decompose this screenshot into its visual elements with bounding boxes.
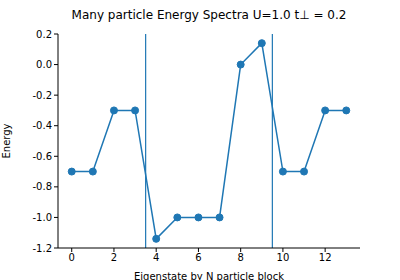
svg-text:-1.2: -1.2: [32, 243, 52, 254]
svg-text:-0.8: -0.8: [32, 181, 52, 192]
svg-text:-0.4: -0.4: [32, 120, 52, 131]
svg-text:8: 8: [237, 252, 243, 263]
svg-text:Eigenstate by N particle block: Eigenstate by N particle block: [134, 271, 284, 280]
svg-text:0: 0: [69, 252, 75, 263]
svg-text:12: 12: [319, 252, 332, 263]
svg-text:6: 6: [195, 252, 201, 263]
svg-text:4: 4: [153, 252, 159, 263]
svg-text:0.2: 0.2: [36, 29, 52, 40]
svg-text:Energy: Energy: [8, 123, 12, 158]
svg-text:-1.0: -1.0: [32, 212, 52, 223]
svg-text:2: 2: [111, 252, 117, 263]
svg-text:-0.6: -0.6: [32, 151, 52, 162]
svg-text:-0.2: -0.2: [32, 90, 52, 101]
svg-text:0.0: 0.0: [36, 59, 52, 70]
svg-text:10: 10: [277, 252, 290, 263]
html-text:Many particle Energy Spectra U: Many particle Energy Spectra U=1.0 t⊥ = …: [71, 8, 347, 22]
